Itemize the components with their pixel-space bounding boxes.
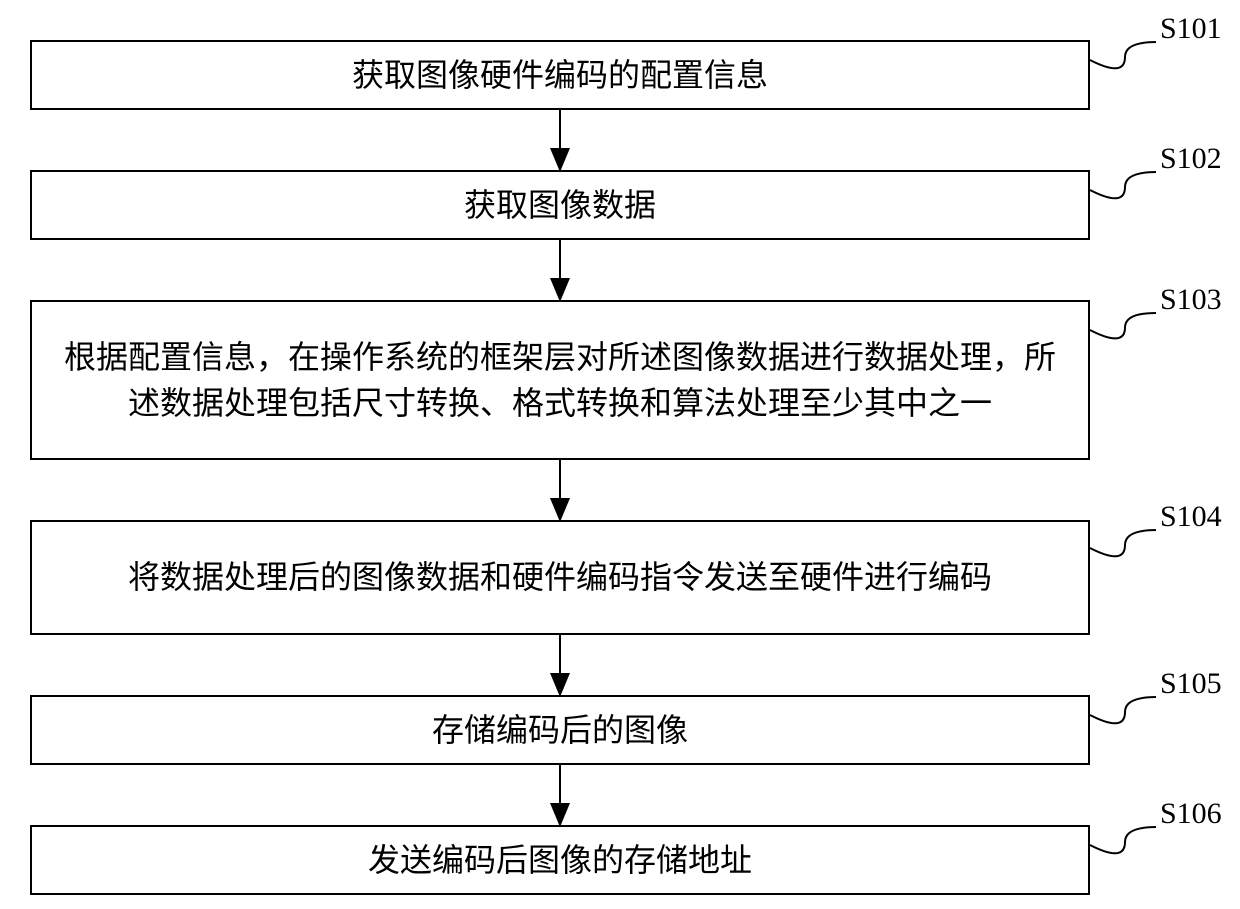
step-text-s106: 发送编码后图像的存储地址: [368, 837, 752, 883]
step-label-s103: S103: [1160, 283, 1222, 317]
step-box-s102: 获取图像数据: [30, 170, 1090, 240]
flowchart-canvas: 获取图像硬件编码的配置信息 获取图像数据 根据配置信息，在操作系统的框架层对所述…: [0, 0, 1240, 909]
step-box-s105: 存储编码后的图像: [30, 695, 1090, 765]
step-label-s106: S106: [1160, 797, 1222, 831]
step-text-s105: 存储编码后的图像: [432, 707, 688, 753]
callouts-group: [1090, 42, 1156, 853]
step-box-s106: 发送编码后图像的存储地址: [30, 825, 1090, 895]
step-label-s105: S105: [1160, 667, 1222, 701]
step-text-s103: 根据配置信息，在操作系统的框架层对所述图像数据进行数据处理，所述数据处理包括尺寸…: [56, 334, 1064, 427]
step-box-s101: 获取图像硬件编码的配置信息: [30, 40, 1090, 110]
step-text-s102: 获取图像数据: [464, 182, 656, 228]
step-label-s104: S104: [1160, 500, 1222, 534]
step-label-s102: S102: [1160, 142, 1222, 176]
step-text-s104: 将数据处理后的图像数据和硬件编码指令发送至硬件进行编码: [128, 554, 992, 600]
step-box-s103: 根据配置信息，在操作系统的框架层对所述图像数据进行数据处理，所述数据处理包括尺寸…: [30, 300, 1090, 460]
step-text-s101: 获取图像硬件编码的配置信息: [352, 52, 768, 98]
step-box-s104: 将数据处理后的图像数据和硬件编码指令发送至硬件进行编码: [30, 520, 1090, 635]
step-label-s101: S101: [1160, 12, 1222, 46]
